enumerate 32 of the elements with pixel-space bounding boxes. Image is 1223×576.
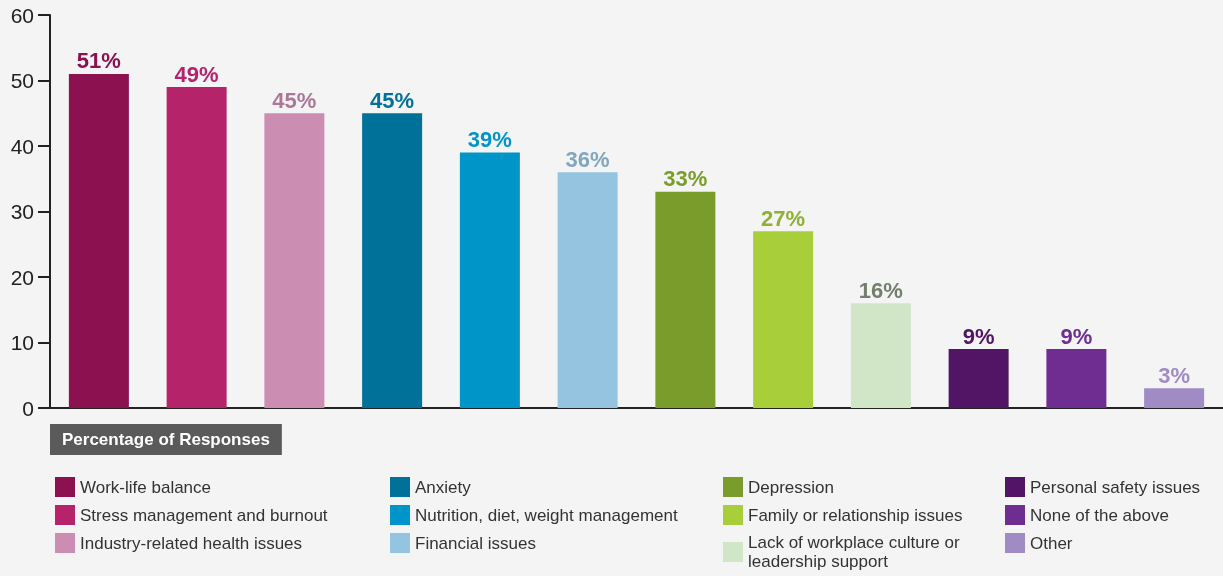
data-label: 3% xyxy=(1158,362,1191,388)
data-label: 51% xyxy=(76,48,121,74)
data-label: 39% xyxy=(467,127,512,153)
y-tick-label: 60 xyxy=(10,3,34,27)
y-tick-label: 40 xyxy=(10,134,34,158)
legend-title: Percentage of Responses xyxy=(62,430,270,449)
legend-label: Depression xyxy=(748,477,834,497)
data-label: 45% xyxy=(272,87,317,113)
legend-label: Personal safety issues xyxy=(1030,477,1201,497)
y-tick-label: 50 xyxy=(10,69,34,92)
legend-label: Other xyxy=(1030,533,1073,553)
legend-label: None of the above xyxy=(1030,505,1169,525)
legend-label: Nutrition, diet, weight management xyxy=(415,505,678,525)
y-tick-label: 0 xyxy=(22,396,34,420)
legend-label: Family or relationship issues xyxy=(748,505,963,525)
legend-label: Work-life balance xyxy=(80,477,212,497)
data-label: 33% xyxy=(663,166,708,192)
data-label: 49% xyxy=(174,61,219,87)
legend-label: Anxiety xyxy=(415,477,472,497)
y-tick-label: 10 xyxy=(10,331,34,354)
data-label: 16% xyxy=(858,277,903,303)
legend-label: Industry-related health issues xyxy=(80,533,303,553)
y-tick-label: 30 xyxy=(10,200,34,223)
data-label: 36% xyxy=(565,146,610,172)
data-label: 27% xyxy=(761,205,806,231)
data-label: 9% xyxy=(962,323,995,349)
legend-label: Financial issues xyxy=(415,533,536,553)
y-tick-label: 20 xyxy=(10,265,34,289)
data-label: 45% xyxy=(370,87,415,113)
data-label: 9% xyxy=(1060,323,1093,349)
legend-label: Stress management and burnout xyxy=(80,505,328,525)
legend-label: Lack of workplace culture or leadership support xyxy=(748,533,965,571)
